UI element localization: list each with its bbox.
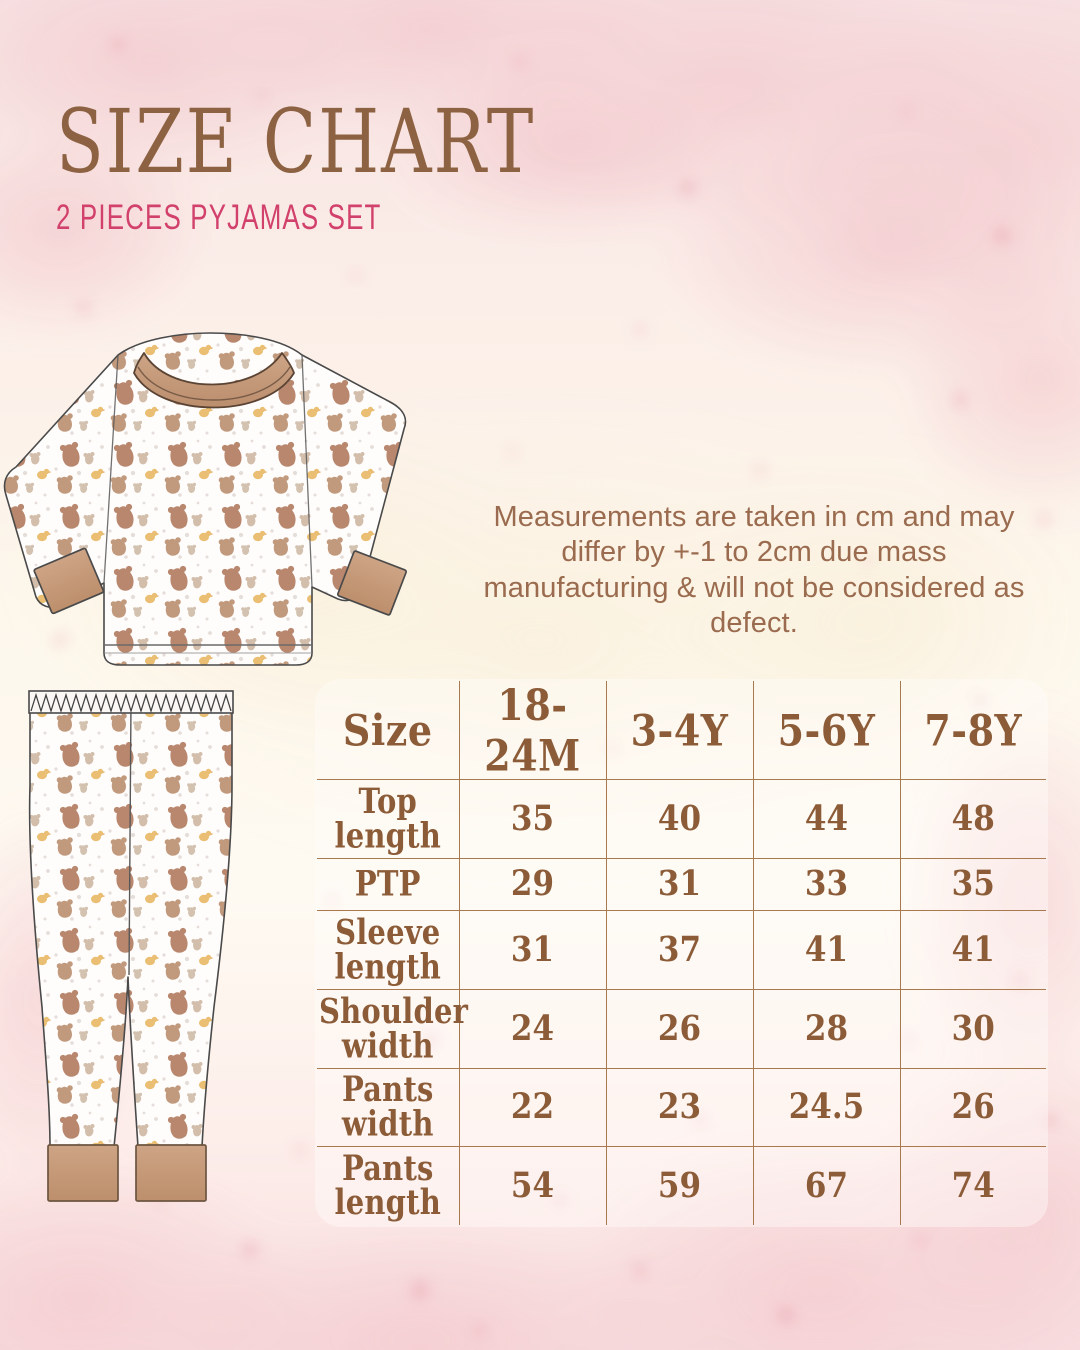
- garment-illustrations: [0, 315, 470, 1235]
- header-size-1: 3-4Y: [605, 681, 754, 787]
- cell-shoulder-width-7-8Y: 30: [899, 984, 1046, 1074]
- row-label-line: width: [341, 1103, 434, 1145]
- pyjama-top-illustration: [3, 332, 408, 666]
- row-label-pants-length: Pants length: [317, 1139, 460, 1225]
- size-chart-table-wrapper: Size 18-24M 3-4Y 5-6Y 7-8Y Top length 35…: [315, 679, 1048, 1227]
- cell-pants-length-18-24M: 54: [458, 1141, 607, 1225]
- cell-sleeve-length-18-24M: 31: [458, 905, 607, 995]
- cell-top-length-18-24M: 35: [458, 774, 607, 864]
- cell-pants-length-7-8Y: 74: [899, 1141, 1046, 1225]
- header-size-0: 18-24M: [458, 681, 607, 787]
- row-label-line: Pants: [341, 1069, 434, 1110]
- row-label-line: Shoulder: [319, 991, 469, 1032]
- size-chart-table: Size 18-24M 3-4Y 5-6Y 7-8Y Top length 35…: [315, 679, 1048, 1227]
- header-size-2: 5-6Y: [752, 681, 901, 787]
- cell-shoulder-width-3-4Y: 26: [605, 984, 754, 1074]
- row-label-top-length: Top length: [317, 771, 460, 866]
- cell-pants-width-5-6Y: 24.5: [752, 1062, 901, 1153]
- table-row: Shoulder width 24 26 28 30: [317, 981, 1046, 1076]
- row-label-line: Sleeve: [335, 912, 441, 953]
- row-label-line: length: [334, 1182, 441, 1223]
- row-label-line: length: [334, 946, 441, 987]
- cell-sleeve-length-3-4Y: 37: [605, 905, 754, 995]
- pyjama-pants-illustration: [28, 690, 234, 1202]
- cell-shoulder-width-18-24M: 24: [458, 984, 607, 1074]
- row-label-line: Top: [358, 781, 417, 822]
- cell-sleeve-length-7-8Y: 41: [899, 905, 1046, 995]
- page-title: SIZE CHART: [56, 90, 536, 193]
- row-label-line: Pants: [341, 1148, 434, 1189]
- row-label-pants-width: Pants width: [317, 1060, 460, 1155]
- row-label-sleeve-length: Sleeve length: [317, 903, 460, 998]
- cell-top-length-3-4Y: 40: [605, 774, 754, 864]
- header-size-3: 7-8Y: [899, 681, 1046, 787]
- header-size-label: Size: [317, 681, 460, 787]
- cell-ptp-5-6Y: 33: [752, 854, 901, 915]
- row-label-shoulder-width: Shoulder width: [317, 981, 468, 1076]
- cell-shoulder-width-5-6Y: 28: [752, 984, 901, 1074]
- cell-ptp-3-4Y: 31: [605, 854, 754, 915]
- cell-top-length-7-8Y: 48: [899, 774, 1046, 864]
- page-subtitle: 2 PIECES PYJAMAS SET: [56, 198, 382, 238]
- cell-pants-width-18-24M: 22: [458, 1062, 607, 1153]
- row-label-line: width: [341, 1025, 434, 1066]
- cell-ptp-7-8Y: 35: [899, 854, 1046, 915]
- table-row: Sleeve length 31 37 41 41: [317, 903, 1046, 998]
- cell-pants-width-7-8Y: 26: [899, 1062, 1046, 1153]
- row-label-line: length: [334, 815, 441, 856]
- header-block: SIZE CHART 2 PIECES PYJAMAS SET: [56, 90, 550, 237]
- cell-sleeve-length-5-6Y: 41: [752, 905, 901, 995]
- table-row: Pants length 54 59 67 74: [317, 1139, 1046, 1225]
- measurement-note: Measurements are taken in cm and may dif…: [483, 501, 1025, 640]
- table-header-row: Size 18-24M 3-4Y 5-6Y 7-8Y: [317, 681, 1046, 787]
- table-row: Top length 35 40 44 48: [317, 771, 1046, 866]
- row-label-line: PTP: [354, 863, 421, 904]
- cell-pants-width-3-4Y: 23: [605, 1062, 754, 1153]
- cell-ptp-18-24M: 29: [458, 854, 607, 915]
- table-row: Pants width 22 23 24.5 26: [317, 1060, 1046, 1155]
- cell-pants-length-5-6Y: 67: [752, 1141, 901, 1225]
- cell-pants-length-3-4Y: 59: [605, 1141, 754, 1225]
- cell-top-length-5-6Y: 44: [752, 774, 901, 864]
